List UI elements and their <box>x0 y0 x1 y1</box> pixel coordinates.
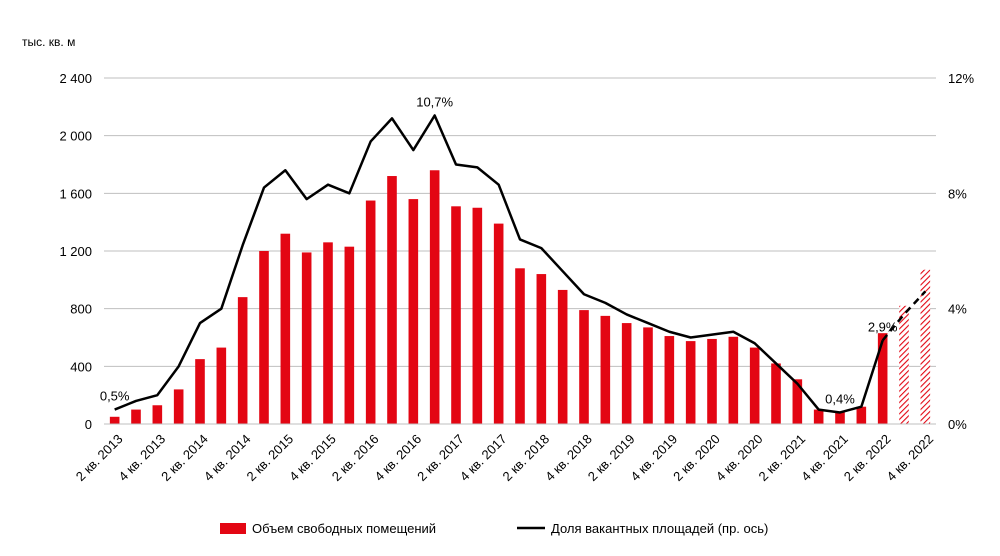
bar <box>152 405 163 424</box>
left-axis-labels: 0 400 800 1 200 1 600 2 000 2 400 <box>59 71 92 432</box>
left-tick-label: 1 600 <box>59 186 92 201</box>
bar <box>877 333 888 424</box>
data-annotations: 0,5% 10,7% 0,4% 2,9% <box>100 94 898 406</box>
left-tick-label: 2 400 <box>59 71 92 86</box>
bar <box>195 359 205 424</box>
left-tick-label: 1 200 <box>59 244 92 259</box>
legend: Объем свободных помещений Доля вакантных… <box>220 521 768 536</box>
bar <box>600 315 611 424</box>
bar-forecast <box>920 269 931 424</box>
data-label: 2,9% <box>868 319 898 334</box>
legend-label-bars: Объем свободных помещений <box>252 521 436 536</box>
right-tick-label: 4% <box>948 302 967 317</box>
right-axis-labels: 0% 4% 8% 12% <box>948 71 974 432</box>
bar <box>387 176 397 424</box>
bar <box>259 251 269 424</box>
data-label: 10,7% <box>416 94 453 109</box>
bar <box>429 170 440 424</box>
bar <box>301 252 312 424</box>
bar <box>771 363 781 424</box>
x-tick-label: 4 кв. 2022 <box>883 431 936 484</box>
bar <box>216 347 227 424</box>
left-tick-label: 400 <box>70 359 92 374</box>
bar-series <box>109 170 931 424</box>
bar <box>365 200 376 424</box>
bar <box>451 206 461 424</box>
bar <box>515 268 525 424</box>
bar <box>131 409 141 424</box>
left-tick-label: 2 000 <box>59 129 92 144</box>
bar <box>109 416 120 424</box>
bar <box>664 336 675 424</box>
vacancy-line <box>114 114 884 414</box>
bar <box>856 406 867 424</box>
line-series <box>114 114 927 414</box>
bar <box>728 336 739 424</box>
bar <box>813 409 824 424</box>
bar <box>173 389 184 424</box>
bar <box>579 310 589 424</box>
legend-label-line: Доля вакантных площадей (пр. ось) <box>551 521 768 536</box>
bar <box>685 341 696 424</box>
y-unit-label: тыс. кв. м <box>22 35 75 49</box>
bar <box>408 199 419 424</box>
bar <box>643 327 653 424</box>
data-label: 0,4% <box>825 391 855 406</box>
bar <box>280 233 291 424</box>
legend-swatch-bars <box>220 523 246 534</box>
right-tick-label: 8% <box>948 186 967 201</box>
bar <box>835 412 845 424</box>
bar <box>237 297 248 424</box>
bar <box>621 323 632 424</box>
bar <box>557 289 568 424</box>
bar <box>792 379 803 424</box>
bar <box>344 246 355 424</box>
data-label: 0,5% <box>100 389 130 404</box>
vacancy-line-forecast <box>881 290 927 342</box>
bar <box>323 242 333 424</box>
bar <box>493 223 504 424</box>
bar <box>707 338 717 424</box>
bar <box>472 207 483 424</box>
bar-forecast <box>899 305 909 424</box>
right-tick-label: 12% <box>948 71 974 86</box>
bar <box>749 347 760 424</box>
right-tick-label: 0% <box>948 417 967 432</box>
left-tick-label: 0 <box>85 417 92 432</box>
left-tick-label: 800 <box>70 302 92 317</box>
bar <box>536 274 547 424</box>
